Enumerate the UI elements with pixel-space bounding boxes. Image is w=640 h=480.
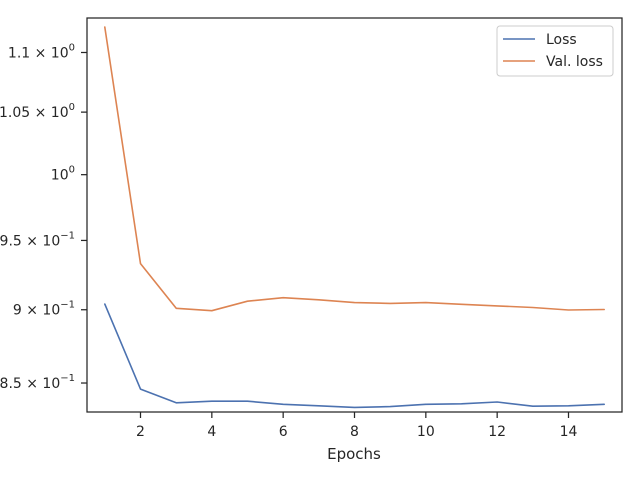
x-tick-label: 14	[560, 424, 578, 440]
legend: Loss Val. loss	[496, 25, 614, 77]
y-tick-label: 9.5 × 10−1	[0, 230, 75, 249]
plot-border	[86, 17, 623, 413]
x-tick-label: 10	[417, 424, 435, 440]
y-tick-label: 100	[51, 165, 75, 184]
plot-frame	[86, 17, 623, 413]
x-tick-label: 12	[488, 424, 506, 440]
x-axis-label: Epochs	[327, 445, 381, 463]
x-tick-label: 4	[207, 424, 216, 440]
legend-label: Val. loss	[546, 54, 603, 70]
x-tick-label: 2	[136, 424, 145, 440]
series-line-loss	[104, 303, 606, 409]
y-tick-label: 1.05 × 100	[0, 102, 75, 121]
legend-label: Loss	[546, 32, 577, 48]
x-tick-label: 8	[350, 424, 359, 440]
y-tick-label: 1.1 × 100	[8, 42, 75, 61]
series-layer	[104, 26, 606, 409]
y-tick-label: 9 × 10−1	[13, 300, 75, 319]
y-axis-ticks: 8.5 × 10−1 9 × 10−1 9.5 × 10−1 100 1.05 × 10…	[0, 42, 87, 392]
series-line-val-loss	[104, 26, 606, 312]
y-tick-label: 8.5 × 10−1	[0, 373, 75, 392]
x-tick-label: 6	[279, 424, 288, 440]
x-axis-ticks: 2 4 6 8 10 12 14	[136, 412, 577, 440]
